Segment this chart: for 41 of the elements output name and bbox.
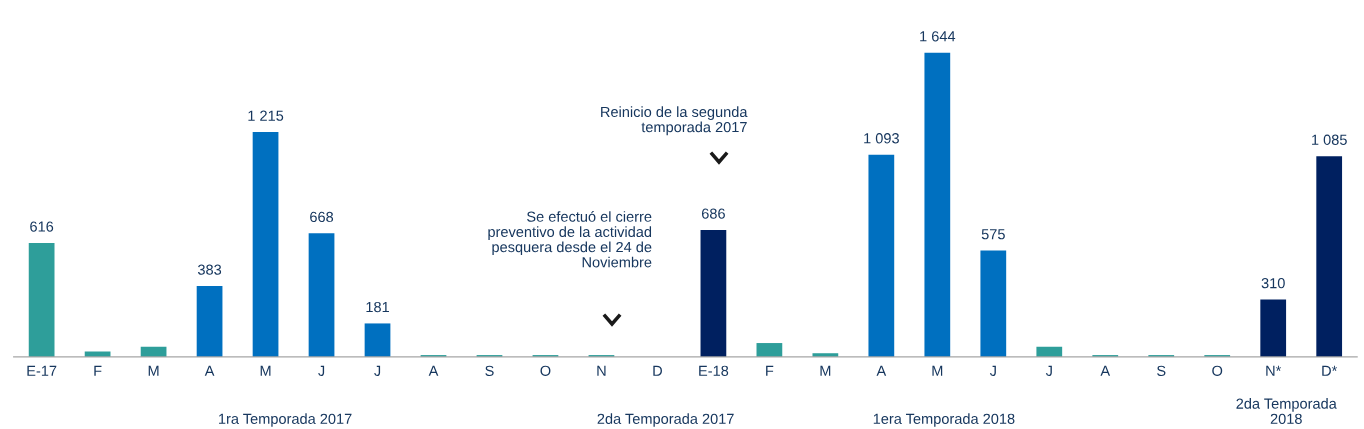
- x-tick-label: S: [1157, 365, 1166, 376]
- x-tick-label: O: [540, 365, 551, 376]
- x-tick-label: D*: [1322, 365, 1338, 376]
- x-tick-label: M: [148, 365, 159, 376]
- data-label: 1 093: [864, 133, 899, 144]
- data-label: 1 644: [920, 31, 956, 42]
- text: 1era Temporada 2018: [873, 413, 1015, 427]
- x-tick-label: E-18: [699, 365, 729, 376]
- x-tick-label: M: [260, 365, 271, 376]
- x-tick-label: N: [597, 365, 606, 376]
- data-label: 310: [1261, 278, 1285, 289]
- data-label: 383: [197, 264, 222, 275]
- data-label: 181: [366, 301, 389, 313]
- x-tick-label: D: [653, 365, 662, 376]
- x-tick-label: J: [989, 365, 996, 376]
- data-label: 1 085: [1312, 134, 1347, 145]
- x-tick-label: F: [766, 365, 774, 376]
- text: 2da Temporada 2018: [1236, 398, 1337, 424]
- data-label: 575: [981, 229, 1005, 240]
- data-label: 616: [30, 221, 54, 232]
- x-tick-label: M: [820, 365, 831, 376]
- x-tick-label: J: [1045, 365, 1052, 376]
- data-label: 1 215: [248, 110, 284, 121]
- x-tick-label: F: [94, 365, 102, 376]
- x-tick-label: J: [374, 365, 381, 376]
- x-tick-label: M: [932, 365, 943, 376]
- x-tick-label: E-17: [27, 365, 57, 376]
- x-tick-label: J: [318, 365, 325, 376]
- text: 1ra Temporada 2017: [219, 413, 352, 427]
- x-tick-label: A: [428, 365, 439, 376]
- x-tick-label: A: [204, 365, 215, 376]
- x-tick-label: A: [1100, 365, 1111, 376]
- data-label: 686: [701, 208, 725, 219]
- data-label: 668: [310, 211, 334, 223]
- x-tick-label: N*: [1266, 365, 1282, 376]
- text: 2da Temporada 2017: [597, 413, 734, 427]
- annotation: Reinicio de la segunda temporada 2017: [601, 106, 748, 136]
- annotation: Se efectuó el cierre preventivo de la actividad pesquera desde el 24 de Noviembre: [488, 210, 652, 268]
- x-tick-label: O: [1212, 365, 1223, 376]
- x-tick-label: A: [876, 365, 887, 376]
- x-tick-label: S: [485, 365, 494, 376]
